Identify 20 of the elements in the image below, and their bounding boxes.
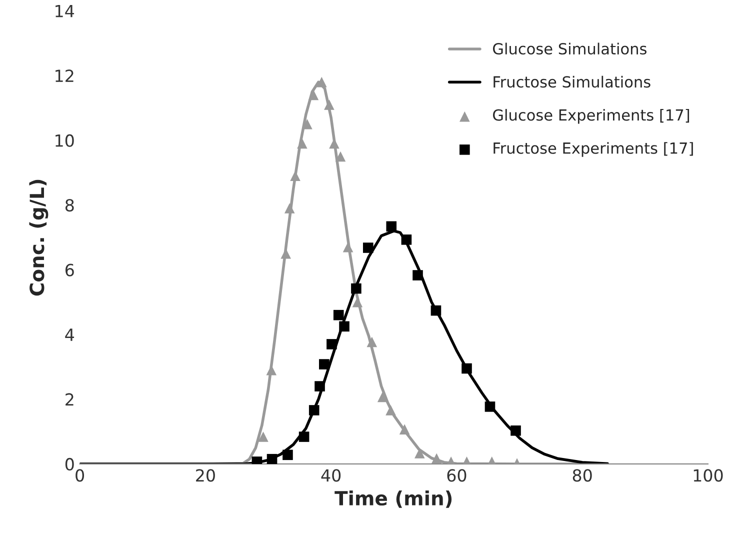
legend-label: Glucose Simulations — [493, 42, 646, 55]
y-tick-label: 12 — [56, 70, 74, 82]
y-tick-label: 14 — [56, 5, 74, 18]
x-tick-label: 0 — [76, 469, 84, 482]
y-tick-label: 10 — [56, 134, 74, 147]
y-tick-label: 2 — [66, 393, 74, 406]
x-axis-title: Time (min) — [334, 490, 452, 508]
y-axis-title: Conc. (g/L) — [29, 180, 48, 296]
x-tick-label: 80 — [572, 469, 592, 482]
x-tick-label: 40 — [321, 469, 341, 482]
y-tick-label: 4 — [65, 328, 74, 341]
legend-label: Glucose Experiments [17] — [493, 108, 690, 124]
x-tick-label: 60 — [447, 469, 466, 482]
legend-label: Fructose Experiments [17] — [494, 142, 693, 157]
y-tick-label: 8 — [65, 198, 74, 212]
x-tick-label: 100 — [694, 469, 723, 482]
y-tick-label: 6 — [66, 264, 74, 276]
y-tick-label: 0 — [65, 458, 74, 471]
legend-label: Fructose Simulations — [494, 76, 650, 88]
x-tick-label: 20 — [196, 469, 215, 482]
